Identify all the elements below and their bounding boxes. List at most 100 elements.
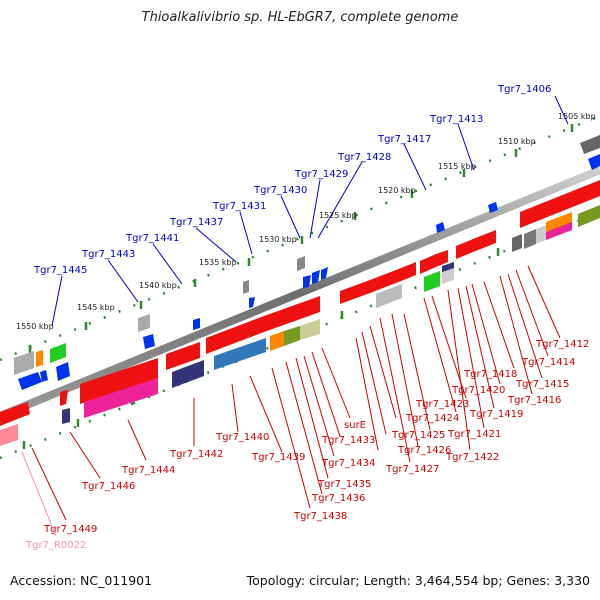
cds-feature [420,254,436,274]
scale-label: 1530 kbp [259,235,297,244]
gene-label: Tgr7_1423 [415,399,469,410]
cds-feature [546,222,572,240]
gene-label: Tgr7_1428 [337,152,391,163]
cds-feature [396,262,416,283]
gene-label: Tgr7_1412 [535,339,589,350]
cds-feature [206,316,264,354]
scale-label: 1520 kbp [378,186,416,195]
cds-feature [62,408,70,424]
gene-label: Tgr7_1436 [311,493,365,504]
reverse-gene-labels: Tgr7_1412 Tgr7_1414 Tgr7_1415 Tgr7_1416 … [31,265,589,535]
forward-gene-labels: Tgr7_1406 Tgr7_1413 Tgr7_1417 Tgr7_1428 … [33,84,569,327]
scale-label: 1545 kbp [77,303,115,312]
gene-label: Tgr7_1416 [507,395,561,406]
cds-feature [588,154,600,170]
accession-text: Accession: NC_011901 [10,573,153,588]
gene-label: Tgr7_1438 [293,511,347,522]
cds-feature [536,225,546,244]
scale-label: 1550 kbp [16,322,54,331]
cds-feature [456,237,478,259]
cds-feature [193,318,200,330]
scale-label: 1540 kbp [139,281,177,290]
scale-label: 1535 kbp [199,258,237,267]
cds-feature [312,270,320,284]
cds-feature [303,275,311,288]
scale-label: 1510 kbp [498,137,536,146]
gene-label: Tgr7_1433 [321,435,375,446]
scale-labels: 1505 kbp 1510 kbp 1515 kbp 1520 kbp 1525… [16,112,596,331]
cds-feature [56,362,70,381]
gene-label: Tgr7_1415 [515,379,569,390]
gene-label: Tgr7_1443 [81,249,135,260]
gene-label: Tgr7_1439 [251,452,305,463]
cds-feature [14,351,34,375]
gene-label: Tgr7_1414 [521,357,575,368]
cds-feature [478,230,496,250]
gene-label: Tgr7_1429 [294,169,348,180]
gene-label: Tgr7_1417 [377,134,431,145]
cds-feature [546,212,572,233]
gene-label: Tgr7_R0022 [25,540,86,551]
gene-label: Tgr7_1444 [121,465,175,476]
cds-feature [214,338,266,370]
gene-label: Tgr7_1435 [317,479,371,490]
gene-label: Tgr7_1419 [469,409,523,420]
gene-label: Tgr7_1427 [385,464,439,475]
cds-feature [297,256,305,271]
cds-feature [488,202,498,213]
cds-feature [166,342,200,370]
cds-feature [520,180,600,228]
gene-label: Tgr7_1425 [391,430,445,441]
cds-feature [60,390,68,406]
cds-feature [512,234,522,252]
gene-label: Tgr7_1434 [321,458,375,469]
cds-feature [36,350,43,367]
gene-label: Tgr7_1445 [33,265,87,276]
cds-feature [18,372,42,390]
cds-feature [80,358,158,404]
cds-feature [578,205,600,227]
gene-label: Tgr7_1431 [212,201,266,212]
gene-label: Tgr7_1426 [397,445,451,456]
gene-label: Tgr7_1406 [497,84,551,95]
cds-feature [340,280,370,304]
gene-label: Tgr7_1442 [169,449,223,460]
cds-feature [580,135,600,154]
gene-label: Tgr7_1413 [429,114,483,125]
gene-label: Tgr7_1449 [43,524,97,535]
genome-backbone [0,166,600,420]
cds-feature [264,296,320,332]
cds-feature [243,280,249,294]
scale-label: 1525 kbp [319,211,357,220]
cds-feature [40,370,48,382]
cds-feature [436,222,445,233]
cds-feature [143,334,155,349]
cds-feature [249,297,255,308]
gene-label: Tgr7_1446 [81,481,135,492]
scale-label: 1515 kbp [438,162,476,171]
cds-feature [84,378,158,418]
gene-label: Tgr7_1430 [253,185,307,196]
cds-feature [270,331,284,351]
gene-label: Tgr7_1437 [169,217,223,228]
gene-label: Tgr7_1441 [125,233,179,244]
cds-feature [0,402,30,426]
forward-features [14,135,600,390]
gene-label: Tgr7_1421 [447,429,501,440]
gene-label: Tgr7_1440 [215,432,269,443]
cds-feature [321,267,328,280]
gene-label: Tgr7_1424 [405,413,459,424]
cds-feature [172,360,204,388]
cds-feature [284,326,300,346]
cds-feature [370,270,396,293]
gene-label: surE [344,420,366,431]
gene-label: Tgr7_1418 [463,369,517,380]
cds-feature [376,284,402,308]
reverse-features [0,180,600,446]
rna-gene-labels: Tgr7_R0022 [21,451,86,551]
cds-feature [50,343,66,363]
gene-label: Tgr7_1422 [445,452,499,463]
cds-feature [442,268,454,284]
cds-feature [138,314,150,332]
